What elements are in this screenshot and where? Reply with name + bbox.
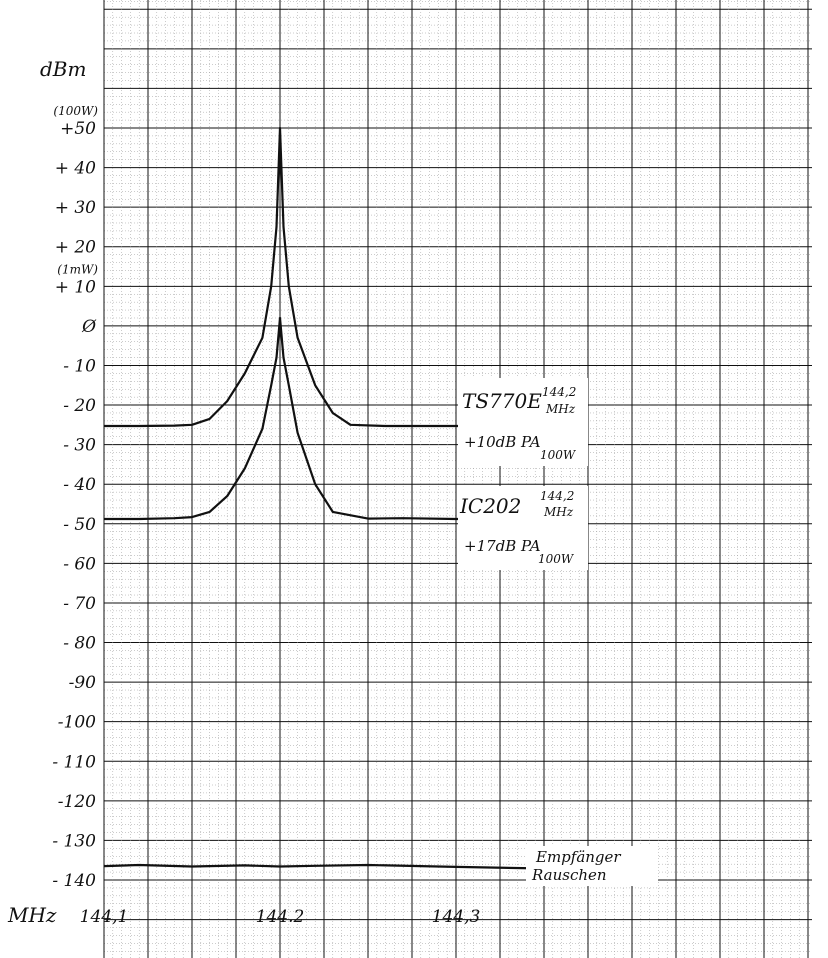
y-tick-label: - 20 bbox=[63, 396, 96, 416]
series-line-1 bbox=[104, 126, 544, 428]
y-tick-label: -120 bbox=[58, 792, 96, 812]
ts770e-power: 100W bbox=[540, 448, 577, 462]
x-axis-label: MHz bbox=[7, 903, 57, 927]
y-tick-label: - 140 bbox=[52, 871, 96, 891]
y-tick-note: (1mW) bbox=[57, 262, 98, 276]
y-tick-label: - 130 bbox=[52, 831, 96, 851]
y-axis-label: dBm bbox=[40, 57, 86, 81]
ic202-pa: +17dB PA bbox=[464, 537, 541, 555]
y-tick-label: -90 bbox=[69, 673, 97, 693]
y-tick-label: + 30 bbox=[55, 198, 96, 218]
x-tick-label: 144,3 bbox=[432, 907, 481, 927]
y-tick-label: Ø bbox=[81, 317, 97, 337]
ic202-unit: MHz bbox=[543, 505, 574, 519]
y-tick-label: - 60 bbox=[63, 554, 96, 574]
noise-label-2: Rauschen bbox=[531, 866, 607, 884]
annotations-layer: TS770E 144,2 MHz +10dB PA 100W IC202 144… bbox=[458, 378, 658, 886]
y-tick-label: + 10 bbox=[55, 277, 96, 297]
y-tick-label: - 70 bbox=[63, 594, 96, 614]
labels-layer: dBm MHz +50(100W) + 40 + 30 + 20 + 10(1mW) Ø -… bbox=[7, 57, 480, 927]
y-tick-note: (100W) bbox=[53, 104, 98, 118]
y-tick-label: + 20 bbox=[55, 238, 96, 258]
x-tick-label: 144,1 bbox=[80, 907, 129, 927]
noise-label-box bbox=[526, 846, 658, 886]
ic202-freq: 144,2 bbox=[540, 489, 574, 503]
y-tick-label: - 50 bbox=[63, 515, 96, 535]
grid-paper bbox=[103, 0, 812, 958]
y-tick-label: - 30 bbox=[63, 436, 96, 456]
ts770e-label: TS770E bbox=[462, 389, 542, 413]
series-layer bbox=[103, 126, 545, 870]
ts770e-pa: +10dB PA bbox=[464, 433, 541, 451]
y-tick-label: - 40 bbox=[63, 475, 96, 495]
ts770e-label-box bbox=[458, 378, 588, 466]
y-tick-label: - 110 bbox=[52, 752, 96, 772]
y-tick-label: - 80 bbox=[63, 634, 96, 654]
series-line-2 bbox=[104, 316, 544, 521]
ic202-label-box bbox=[458, 486, 588, 570]
y-tick-label: + 40 bbox=[55, 159, 96, 179]
y-tick-label: - 10 bbox=[63, 356, 96, 376]
noise-label-1: Empfänger bbox=[535, 848, 621, 866]
series-line-3 bbox=[103, 863, 545, 870]
ts770e-unit: MHz bbox=[545, 402, 576, 416]
ts770e-freq: 144,2 bbox=[542, 385, 576, 399]
ic202-power: 100W bbox=[538, 552, 575, 566]
y-tick-label: +50 bbox=[60, 119, 96, 139]
y-tick-label: -100 bbox=[58, 713, 96, 733]
x-tick-label: 144.2 bbox=[256, 907, 305, 927]
ic202-label: IC202 bbox=[459, 494, 521, 518]
